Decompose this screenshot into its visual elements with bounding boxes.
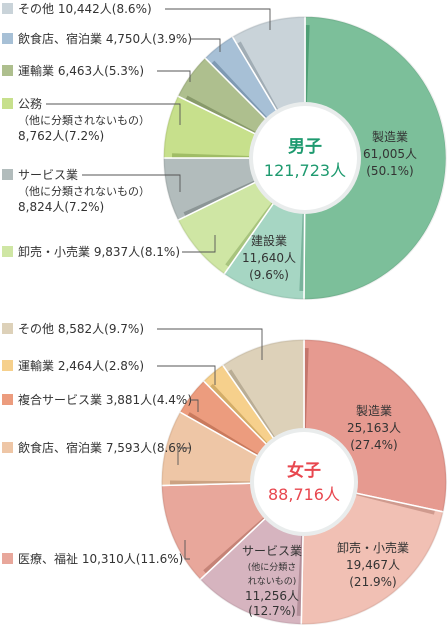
female-legend-6: 複合サービス業 3,881人(4.4%) xyxy=(2,392,199,412)
female-slice-bevel xyxy=(227,369,277,441)
female-slice-border xyxy=(300,481,445,626)
male-slice-bevel xyxy=(236,41,280,114)
female-slice-bevel xyxy=(352,492,436,515)
male-slice-bevel xyxy=(305,24,310,107)
male-slice-face xyxy=(303,16,447,301)
female-inside-label-2: 19,467人 xyxy=(346,558,400,572)
male-legend-7: 飲食店、宿泊業 4,750人(3.9%) xyxy=(2,31,221,52)
female-slice-border xyxy=(221,338,305,485)
male-total-label: 121,723人 xyxy=(264,161,346,180)
male-legend-text: 卸売・小売業 9,837人(8.1%) xyxy=(18,244,180,259)
male-slice-bevel xyxy=(211,60,270,122)
female-inside-label-3: サービス業 xyxy=(242,544,302,558)
male-legend-8: その他 10,442人(8.6%) xyxy=(2,2,271,30)
female-leader-line xyxy=(157,328,263,360)
male-legend-swatch xyxy=(2,169,13,180)
male-legend-4: サービス業 （他に分類されないもの） 8,824人(7.2%) xyxy=(2,168,181,214)
female-legend-swatch xyxy=(2,553,13,564)
male-slice-1 xyxy=(303,15,447,301)
male-pie-chart: 男子 121,723人 製造業 61,005人 (50.1%) 建設業 11,640人 (9.… xyxy=(2,2,447,301)
female-legend-5: 飲食店、宿泊業 7,593人(8.6%) xyxy=(2,440,192,465)
male-pie-rim xyxy=(163,16,447,300)
female-legend-text: 飲食店、宿泊業 7,593人(8.6%) xyxy=(18,440,192,455)
male-legend-swatch xyxy=(2,33,13,44)
female-inside-label-3: (12.7%) xyxy=(248,604,295,618)
male-legend-text: その他 10,442人(8.6%) xyxy=(18,2,152,16)
male-legend-note: （他に分類されないもの） xyxy=(18,114,150,127)
female-slice-bevel xyxy=(209,383,271,447)
female-inside-label-1: (27.4%) xyxy=(350,438,397,452)
female-legend-swatch xyxy=(2,323,13,334)
female-inside-label-3: れないもの) xyxy=(248,576,297,587)
male-legend-category: サービス業 xyxy=(18,168,78,182)
male-leader-line xyxy=(165,8,271,30)
female-center-hole xyxy=(254,432,354,532)
male-slice-bevel xyxy=(183,179,259,217)
male-slice-bevel xyxy=(172,153,254,158)
female-slice-border xyxy=(160,481,306,581)
female-inside-label-2: (21.9%) xyxy=(349,575,396,589)
female-legend-8: その他 8,582人(9.7%) xyxy=(2,322,263,360)
male-legend-6: 運輸業 6,463人(5.3%) xyxy=(2,63,191,82)
female-pie-rim xyxy=(161,339,447,625)
female-legend-swatch xyxy=(2,360,13,371)
female-legend-swatch xyxy=(2,442,13,453)
female-inside-label-3: (他に分類さ xyxy=(248,561,297,573)
female-slice-bevel xyxy=(187,412,262,458)
female-slice-border xyxy=(198,480,305,626)
female-slice-bevel xyxy=(203,514,268,574)
male-center-label: 男子 xyxy=(288,137,322,157)
male-leader-line xyxy=(182,235,216,253)
female-legend-7: 運輸業 2,464人(2.8%) xyxy=(2,358,216,385)
male-legend-note: （他に分類されないもの） xyxy=(18,185,150,198)
male-legend-swatch xyxy=(2,246,13,257)
female-pie-chart: 女子 88,716人 製造業 25,163人 (27.4%) 卸売・小売業 19,467人 (… xyxy=(2,322,447,626)
male-inside-label-2: 建設業 xyxy=(251,233,287,248)
male-inside-label-2: (9.6%) xyxy=(249,268,289,282)
female-slice-bevel xyxy=(304,347,309,433)
female-legend-text: 運輸業 2,464人(2.8%) xyxy=(18,358,144,373)
female-inside-label-1: 25,163人 xyxy=(347,421,401,435)
female-legend-swatch xyxy=(2,394,13,405)
male-legend-value: 8,824人(7.2%) xyxy=(18,200,104,214)
female-legend-text: 複合サービス業 3,881人(4.4%) xyxy=(18,392,192,407)
male-leader-line xyxy=(82,174,181,192)
male-inside-label-1: 製造業 xyxy=(372,130,408,144)
female-legend-4: 医療、福祉 10,310人(11.6%) xyxy=(2,540,190,566)
male-legend-swatch xyxy=(2,65,13,76)
female-inside-label-3: 11,256人 xyxy=(245,589,299,603)
male-legend-3: 卸売・小売業 9,837人(8.1%) xyxy=(2,235,216,259)
female-leader-line xyxy=(157,365,216,385)
female-center-label: 女子 xyxy=(287,460,321,481)
male-legend-swatch xyxy=(2,98,13,109)
male-legend-text: 運輸業 6,463人(5.3%) xyxy=(18,63,144,78)
male-inside-label-2: 11,640人 xyxy=(242,251,296,265)
female-leader-line xyxy=(177,447,190,465)
male-legend-text: 飲食店、宿泊業 4,750人(3.9%) xyxy=(18,31,192,46)
female-leader-line xyxy=(190,399,199,412)
male-center-hole xyxy=(253,106,357,210)
male-inside-label-1: (50.1%) xyxy=(366,164,413,178)
male-leader-line xyxy=(157,70,191,82)
male-legend-5: 公務 （他に分類されないもの） 8,762人(7.2%) xyxy=(2,97,181,143)
male-leader-line xyxy=(190,38,221,52)
female-inside-label-1: 製造業 xyxy=(356,404,392,418)
male-slice-border xyxy=(231,15,306,161)
male-slice-border xyxy=(222,155,306,301)
male-legend-swatch xyxy=(2,3,13,14)
female-total-label: 88,716人 xyxy=(268,485,340,504)
male-inside-label-1: 61,005人 xyxy=(363,147,417,161)
male-slice-bevel xyxy=(299,209,305,291)
female-legend-text: 医療、福祉 10,310人(11.6%) xyxy=(18,551,183,566)
male-slice-border xyxy=(303,15,447,301)
male-slice-bevel xyxy=(185,95,260,136)
male-slice-bevel xyxy=(225,199,276,268)
male-legend-value: 8,762人(7.2%) xyxy=(18,129,104,143)
male-legend-category: 公務 xyxy=(18,97,42,111)
female-inside-label-2: 卸売・小売業 xyxy=(337,540,409,555)
female-legend-text: その他 8,582人(9.7%) xyxy=(18,322,144,336)
male-leader-line xyxy=(46,103,181,125)
female-leader-line xyxy=(184,540,190,560)
